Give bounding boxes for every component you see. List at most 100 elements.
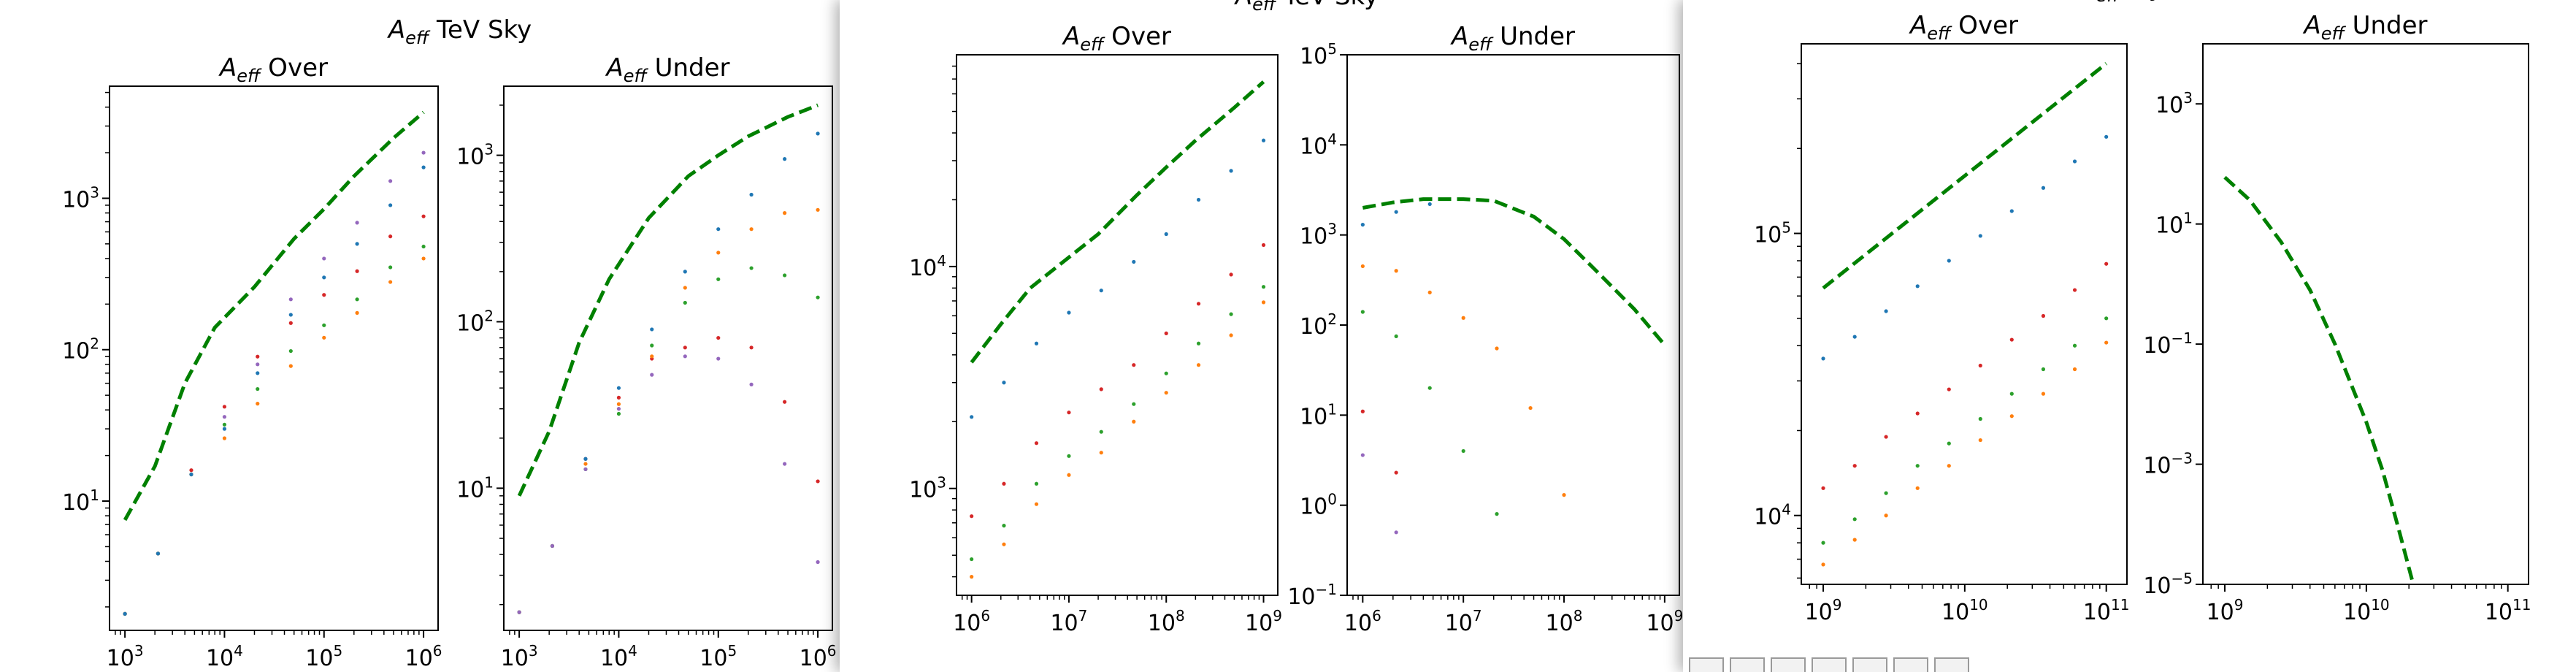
data-point <box>388 280 393 284</box>
x-tick-label: 109 <box>1646 607 1683 636</box>
y-tick-label: 102 <box>1300 310 1337 340</box>
x-tick-label: 108 <box>1148 607 1185 636</box>
subplot-title: Aeff Over <box>1909 11 2018 44</box>
data-point <box>1099 429 1103 434</box>
figure-window-2: Aeff TeV Sky Aeff Over 103 104 106 107 108 109… <box>840 0 1687 672</box>
data-point <box>1261 285 1266 289</box>
data-point <box>970 575 974 579</box>
data-point <box>1229 169 1233 173</box>
plot-area <box>970 80 1266 579</box>
plot-area <box>123 110 426 616</box>
x-tick-label: 109 <box>2207 596 2244 625</box>
data-point <box>1915 464 1920 468</box>
data-point <box>2041 392 2046 396</box>
data-point <box>2104 340 2109 345</box>
data-point <box>1002 524 1006 528</box>
data-point <box>1229 333 1233 337</box>
data-point <box>583 462 588 466</box>
configure-button[interactable] <box>1893 657 1928 672</box>
data-point <box>1562 493 1566 497</box>
data-point <box>749 345 754 350</box>
data-point <box>1034 481 1039 486</box>
data-point <box>616 395 621 400</box>
subplot-5: Aeff Over 104 105 109 1010 1011 <box>1754 11 2129 625</box>
y-tick-label: 102 <box>62 335 99 364</box>
data-point <box>1978 438 1982 443</box>
subplot-3: Aeff Over 103 104 106 107 108 109 <box>909 22 1282 636</box>
axes-frame <box>503 85 833 631</box>
aeff-curve-line <box>1822 62 2108 290</box>
y-tick-label: 103 <box>909 474 946 503</box>
data-point <box>355 310 359 315</box>
data-point <box>1067 310 1071 315</box>
data-point <box>1196 363 1201 367</box>
data-point <box>1394 334 1398 339</box>
data-point <box>1196 341 1201 345</box>
data-point <box>616 411 621 416</box>
data-point <box>616 402 621 406</box>
data-point <box>388 179 393 183</box>
data-point <box>189 468 193 473</box>
data-point <box>322 275 326 280</box>
data-point <box>716 227 721 232</box>
subplot-4: Aeff Under 10−1 100 101 102 103 104 105 106 107 10… <box>1287 22 1683 636</box>
y-tick-label: 10−5 <box>2143 570 2193 599</box>
data-point <box>816 207 820 212</box>
data-point <box>421 150 426 155</box>
data-point <box>222 436 227 440</box>
save-button[interactable] <box>1934 657 1969 672</box>
data-point <box>783 157 787 161</box>
data-point <box>1034 441 1039 446</box>
data-point <box>421 244 426 249</box>
plot-area <box>1360 197 1666 535</box>
data-point <box>2072 367 2077 372</box>
data-point <box>1034 502 1039 506</box>
data-point <box>1261 300 1266 305</box>
data-point <box>1394 210 1398 214</box>
data-point <box>288 313 293 317</box>
data-point <box>1360 264 1365 269</box>
y-tick-label: 104 <box>1300 130 1337 159</box>
home-button[interactable] <box>1689 657 1724 672</box>
data-point <box>1884 491 1888 495</box>
data-point <box>1099 289 1103 293</box>
data-point <box>1915 411 1920 416</box>
data-point <box>1821 541 1825 545</box>
data-point <box>1947 259 1951 263</box>
axes-frame <box>1346 54 1680 596</box>
data-point <box>683 345 687 350</box>
pan-button[interactable] <box>1812 657 1847 672</box>
y-tick-label: 103 <box>1300 221 1337 250</box>
data-point <box>1229 272 1233 277</box>
data-point <box>1947 441 1951 446</box>
subplot-title: Aeff Under <box>605 53 729 86</box>
subplot-title: Aeff Over <box>1062 22 1171 55</box>
data-point <box>1821 356 1825 361</box>
axes-frame <box>1801 43 2128 585</box>
x-tick-label: 1011 <box>2485 596 2531 625</box>
data-point <box>322 256 326 261</box>
back-button[interactable] <box>1730 657 1765 672</box>
data-point <box>816 131 820 136</box>
x-tick-label: 106 <box>405 642 442 671</box>
data-point <box>222 405 227 409</box>
x-tick-label: 106 <box>800 642 837 671</box>
zoom-button[interactable] <box>1852 657 1887 672</box>
data-point <box>256 386 260 392</box>
data-point <box>1261 243 1266 248</box>
data-point <box>288 321 293 325</box>
data-point <box>716 277 721 281</box>
data-point <box>388 265 393 270</box>
forward-button[interactable] <box>1771 657 1806 672</box>
data-point <box>1427 202 1432 207</box>
data-point <box>2041 367 2046 372</box>
figure-toolbar <box>1683 657 1969 672</box>
aeff-curve-line <box>123 110 425 522</box>
data-point <box>2072 159 2077 164</box>
y-tick-label: 101 <box>2155 210 2193 239</box>
data-point <box>222 415 227 419</box>
figure-title: Aeff TeV Sky <box>387 15 532 48</box>
x-tick-label: 103 <box>107 642 144 671</box>
